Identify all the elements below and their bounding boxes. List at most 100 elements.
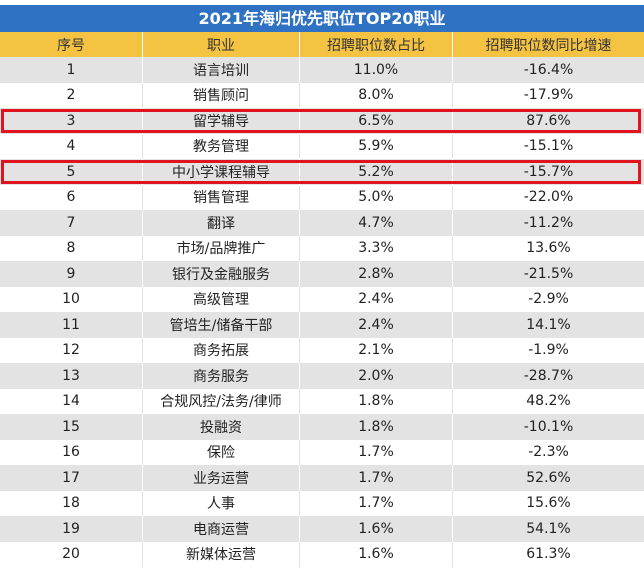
table-row: 6 销售管理 5.0% -22.0% — [0, 184, 644, 210]
table-row: 1 语言培训 11.0% -16.4% — [0, 57, 644, 83]
cell-growth: 87.6% — [526, 112, 571, 129]
table-row: 10 高级管理 2.4% -2.9% — [0, 286, 644, 312]
cell-growth: -15.1% — [523, 138, 574, 155]
table-row: 9 银行及金融服务 2.8% -21.5% — [0, 261, 644, 287]
cell-share: 4.7% — [300, 210, 453, 236]
cell-rank: 14 — [0, 388, 143, 414]
cell-share: 11.0% — [300, 57, 453, 83]
cell-occupation: 投融资 — [143, 414, 300, 440]
cell-share: 1.7% — [300, 490, 453, 516]
cell-rank: 16 — [0, 439, 143, 465]
cell-rank: 4 — [0, 133, 143, 159]
cell-rank: 7 — [0, 210, 143, 236]
table-row: 3 留学辅导 6.5% 87.6% — [0, 108, 644, 134]
table-row: 4 教务管理 5.9% -15.1% — [0, 133, 644, 159]
cell-rank: 11 — [0, 312, 143, 338]
cell-rank: 15 — [0, 414, 143, 440]
cell-occupation: 新媒体运营 — [143, 541, 300, 567]
cell-occupation: 管培生/储备干部 — [143, 312, 300, 338]
header-rank: 序号 — [0, 32, 143, 57]
cell-occupation: 合规风控/法务/律师 — [143, 388, 300, 414]
cell-growth: 15.6% — [526, 495, 571, 512]
cell-share: 1.8% — [300, 414, 453, 440]
cell-share: 2.8% — [300, 261, 453, 287]
cell-share: 2.4% — [300, 312, 453, 338]
cell-rank: 6 — [0, 184, 143, 210]
cell-occupation: 业务运营 — [143, 465, 300, 491]
cell-rank: 12 — [0, 337, 143, 363]
cell-rank: 1 — [0, 57, 143, 83]
table-row: 17 业务运营 1.7% 52.6% — [0, 465, 644, 491]
cell-share: 1.6% — [300, 541, 453, 567]
table-row: 13 商务服务 2.0% -28.7% — [0, 363, 644, 389]
cell-share: 1.6% — [300, 516, 453, 542]
cell-occupation: 销售顾问 — [143, 82, 300, 108]
cell-share: 5.0% — [300, 184, 453, 210]
table-row: 8 市场/品牌推广 3.3% 13.6% — [0, 235, 644, 261]
cell-share: 1.7% — [300, 465, 453, 491]
cell-growth: 61.3% — [526, 546, 571, 563]
cell-occupation: 教务管理 — [143, 133, 300, 159]
cell-growth: 54.1% — [526, 520, 571, 537]
table-row: 16 保险 1.7% -2.3% — [0, 439, 644, 465]
cell-growth: -2.3% — [528, 444, 569, 461]
cell-rank: 17 — [0, 465, 143, 491]
cell-occupation: 销售管理 — [143, 184, 300, 210]
cell-rank: 20 — [0, 541, 143, 567]
header-occupation: 职业 — [143, 32, 300, 57]
cell-growth: -28.7% — [523, 367, 574, 384]
table-row: 7 翻译 4.7% -11.2% — [0, 210, 644, 236]
table-row: 14 合规风控/法务/律师 1.8% 48.2% — [0, 388, 644, 414]
cell-growth: 14.1% — [526, 316, 571, 333]
cell-rank: 10 — [0, 286, 143, 312]
table-row: 18 人事 1.7% 15.6% — [0, 490, 644, 516]
cell-occupation: 人事 — [143, 490, 300, 516]
cell-growth: -17.9% — [523, 87, 574, 104]
cell-rank: 13 — [0, 363, 143, 389]
cell-growth: -11.2% — [523, 214, 574, 231]
cell-rank: 2 — [0, 82, 143, 108]
cell-occupation: 市场/品牌推广 — [143, 235, 300, 261]
table-title: 2021年海归优先职位TOP20职业 — [0, 5, 644, 32]
table-header: 序号 职业 招聘职位数占比 招聘职位数同比增速 — [0, 32, 644, 57]
cell-growth: 48.2% — [526, 393, 571, 410]
cell-growth: -1.9% — [528, 342, 569, 359]
table-row: 20 新媒体运营 1.6% 61.3% — [0, 541, 644, 567]
cell-share: 1.7% — [300, 439, 453, 465]
cell-occupation: 中小学课程辅导 — [143, 159, 300, 185]
cell-growth: -22.0% — [523, 189, 574, 206]
cell-share: 5.9% — [300, 133, 453, 159]
header-share: 招聘职位数占比 — [300, 32, 453, 57]
cell-occupation: 保险 — [143, 439, 300, 465]
cell-occupation: 语言培训 — [143, 57, 300, 83]
cell-rank: 3 — [0, 108, 143, 134]
cell-rank: 18 — [0, 490, 143, 516]
cell-occupation: 银行及金融服务 — [143, 261, 300, 287]
header-growth: 招聘职位数同比增速 — [485, 37, 612, 54]
table-row: 12 商务拓展 2.1% -1.9% — [0, 337, 644, 363]
cell-rank: 8 — [0, 235, 143, 261]
cell-share: 2.1% — [300, 337, 453, 363]
cell-occupation: 留学辅导 — [143, 108, 300, 134]
cell-growth: -2.9% — [528, 291, 569, 308]
cell-rank: 19 — [0, 516, 143, 542]
cell-growth: -15.7% — [523, 163, 574, 180]
cell-share: 1.8% — [300, 388, 453, 414]
cell-growth: 13.6% — [526, 240, 571, 257]
cell-occupation: 商务拓展 — [143, 337, 300, 363]
cell-occupation: 电商运营 — [143, 516, 300, 542]
table-row: 15 投融资 1.8% -10.1% — [0, 414, 644, 440]
cell-growth: -10.1% — [523, 418, 574, 435]
cell-occupation: 商务服务 — [143, 363, 300, 389]
cell-share: 3.3% — [300, 235, 453, 261]
cell-share: 2.4% — [300, 286, 453, 312]
cell-growth: -21.5% — [523, 265, 574, 282]
cell-rank: 9 — [0, 261, 143, 287]
cell-occupation: 翻译 — [143, 210, 300, 236]
cell-growth: 52.6% — [526, 469, 571, 486]
cell-share: 5.2% — [300, 159, 453, 185]
cell-rank: 5 — [0, 159, 143, 185]
table-row: 5 中小学课程辅导 5.2% -15.7% — [0, 159, 644, 185]
table-row: 11 管培生/储备干部 2.4% 14.1% — [0, 312, 644, 338]
